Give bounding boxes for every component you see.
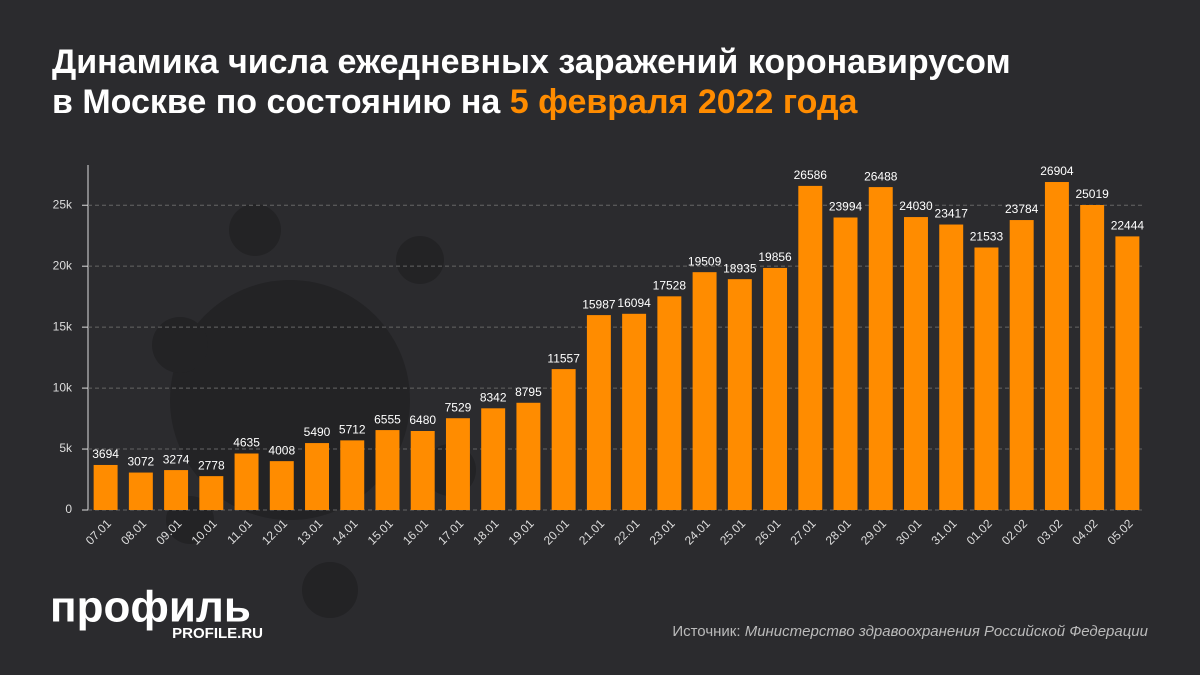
value-label: 7529 — [445, 400, 472, 414]
value-label: 3072 — [127, 455, 154, 469]
y-tick-label: 25k — [53, 197, 73, 211]
bar — [93, 464, 118, 510]
title-line: Динамика числа ежедневных заражений коро… — [52, 43, 1011, 81]
value-label: 6555 — [374, 412, 401, 426]
y-tick-label: 5k — [59, 441, 73, 455]
chart-title: Динамика числа ежедневных заражений коро… — [52, 43, 1011, 81]
bar — [692, 272, 717, 510]
source: Источник: Министерство здравоохранения Р… — [672, 623, 1148, 640]
bar — [974, 247, 999, 510]
source-text: Министерство здравоохранения Российской … — [745, 623, 1149, 640]
y-tick-label: 15k — [53, 319, 73, 333]
title-line: в Москве по состоянию на — [52, 83, 510, 121]
value-label: 11557 — [547, 351, 580, 365]
value-label: 5490 — [304, 425, 331, 439]
bar — [868, 187, 893, 510]
bar — [727, 279, 752, 510]
source-label: Источник: — [672, 623, 740, 640]
value-label: 2778 — [198, 458, 225, 472]
value-label: 26586 — [794, 168, 828, 182]
bar — [305, 443, 329, 510]
bar — [586, 315, 611, 510]
value-label: 26488 — [864, 169, 898, 183]
bar — [798, 185, 823, 510]
bar — [234, 453, 259, 510]
bar — [445, 418, 470, 510]
bar — [375, 430, 400, 510]
value-label: 22444 — [1111, 219, 1145, 233]
bar — [164, 470, 189, 510]
bar — [622, 313, 647, 510]
bar — [481, 408, 506, 510]
bar — [939, 224, 964, 510]
value-label: 25019 — [1075, 187, 1109, 201]
value-label: 17528 — [653, 278, 687, 292]
bar — [551, 369, 576, 510]
value-label: 4635 — [233, 436, 260, 450]
bar — [1115, 236, 1140, 510]
logo: профиль — [50, 583, 251, 632]
bar — [1080, 204, 1105, 511]
value-label: 19509 — [688, 254, 722, 268]
value-label: 3274 — [163, 452, 190, 466]
y-tick-label: 0 — [65, 502, 72, 516]
value-label: 15987 — [582, 297, 616, 311]
bar — [199, 476, 224, 510]
bar — [516, 402, 541, 510]
value-label: 8342 — [480, 390, 507, 404]
value-label: 21533 — [970, 230, 1004, 244]
chart-title-2: в Москве по состоянию на 5 февраля 2022 … — [52, 83, 859, 121]
value-label: 23784 — [1005, 202, 1039, 216]
logo-site: PROFILE.RU — [172, 625, 263, 642]
bar — [1009, 220, 1034, 510]
value-label: 18935 — [723, 261, 757, 275]
value-label: 23994 — [829, 200, 863, 214]
value-label: 3694 — [92, 447, 119, 461]
bar — [657, 296, 682, 510]
bar — [904, 217, 928, 511]
value-label: 6480 — [409, 413, 436, 427]
title-highlight: 5 февраля 2022 года — [510, 83, 859, 121]
value-label: 19856 — [758, 250, 792, 264]
bar — [340, 440, 365, 510]
value-label: 23417 — [935, 207, 969, 221]
bar — [410, 431, 435, 510]
bar — [1044, 182, 1069, 510]
value-label: 24030 — [899, 199, 933, 213]
value-label: 26904 — [1040, 164, 1074, 178]
bar — [269, 461, 294, 510]
bar — [128, 472, 153, 510]
value-label: 16094 — [617, 296, 651, 310]
value-label: 8795 — [515, 385, 542, 399]
value-label: 4008 — [268, 443, 295, 457]
bar — [833, 217, 858, 510]
y-tick-label: 10k — [53, 380, 73, 394]
bar — [763, 267, 788, 510]
value-label: 5712 — [339, 423, 366, 437]
y-tick-label: 20k — [53, 258, 73, 272]
